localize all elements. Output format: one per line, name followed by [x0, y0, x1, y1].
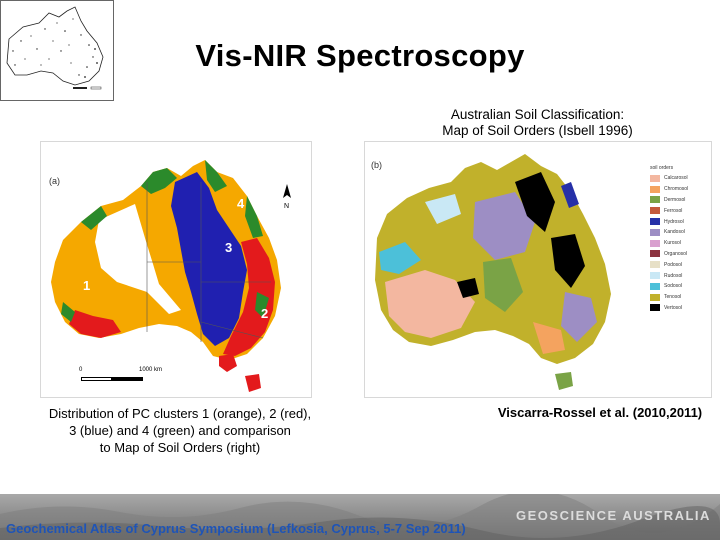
legend-swatch [650, 174, 660, 182]
legend-swatch [650, 218, 660, 226]
cluster-caption-line2: 3 (blue) and 4 (green) and comparison [69, 423, 291, 438]
legend-item: Sodosol [650, 281, 710, 292]
legend-item: Podosol [650, 259, 710, 270]
soil-map-graphic [375, 154, 611, 390]
soil-orders-map: (b) soil orders Calcarosol Chromosol Der… [364, 141, 712, 398]
cluster-3-label: 3 [225, 240, 233, 255]
legend-swatch [650, 228, 660, 236]
cluster-map-caption: Distribution of PC clusters 1 (orange), … [30, 405, 330, 456]
cluster-2-label: 2 [261, 306, 269, 321]
scale-bar: 0 1000 km [79, 367, 181, 389]
legend-item: Dermosol [650, 195, 710, 206]
legend-swatch [650, 261, 660, 269]
legend-swatch [650, 293, 660, 301]
scale-max-label: 1000 km [139, 367, 163, 373]
cluster-map-graphic: N [51, 160, 291, 392]
legend-item: Kandosol [650, 227, 710, 238]
legend-title: soil orders [650, 165, 674, 171]
panel-b-label: (b) [371, 160, 382, 170]
cluster-4-label: 4 [237, 196, 245, 211]
panel-a-label: (a) [49, 176, 60, 186]
geoscience-australia-logo: GEOSCIENCE AUSTRALIA [516, 508, 711, 523]
legend-item: Tenosol [650, 292, 710, 303]
cluster-caption-line1: Distribution of PC clusters 1 (orange), … [48, 406, 312, 421]
legend-swatch [650, 282, 660, 290]
soil-order-map-caption: Australian Soil Classification: Map of S… [405, 107, 670, 139]
legend-item: Vertosol [650, 303, 710, 314]
legend-swatch [650, 250, 660, 258]
legend-item: Hydrosol [650, 216, 710, 227]
legend-item: Rudosol [650, 270, 710, 281]
citation: Viscarra-Rossel et al. (2010,2011) [497, 405, 703, 420]
cluster-caption-line3: to Map of Soil Orders (right) [99, 440, 261, 455]
svg-text:N: N [284, 203, 289, 210]
footer-banner: GEOSCIENCE AUSTRALIA Geochemical Atlas o… [0, 494, 720, 540]
legend-swatch [650, 272, 660, 280]
legend-item: Calcarosol [650, 173, 710, 184]
legend-swatch [650, 196, 660, 204]
soil-order-caption-line1: Australian Soil Classification: [450, 107, 625, 122]
footer-event-text: Geochemical Atlas of Cyprus Symposium (L… [6, 521, 466, 536]
inset-australia-map [0, 0, 114, 101]
legend-swatch [650, 304, 660, 312]
footer-terrain-texture [0, 494, 720, 540]
legend-item: Chromosol [650, 184, 710, 195]
legend-swatch [650, 239, 660, 247]
soil-order-caption-line2: Map of Soil Orders (Isbell 1996) [442, 123, 633, 138]
legend-swatch [650, 185, 660, 193]
pc-cluster-map: (a) N 4 3 1 2 [40, 141, 312, 398]
scale-zero-label: 0 [79, 367, 83, 373]
legend-item: Organosol [650, 249, 710, 260]
cluster-1-label: 1 [83, 278, 91, 293]
soil-orders-legend: soil orders Calcarosol Chromosol Dermoso… [650, 165, 710, 313]
slide-title: Vis-NIR Spectroscopy [195, 38, 525, 73]
legend-item: Kurosol [650, 238, 710, 249]
legend-item: Ferrosol [650, 205, 710, 216]
legend-swatch [650, 207, 660, 215]
